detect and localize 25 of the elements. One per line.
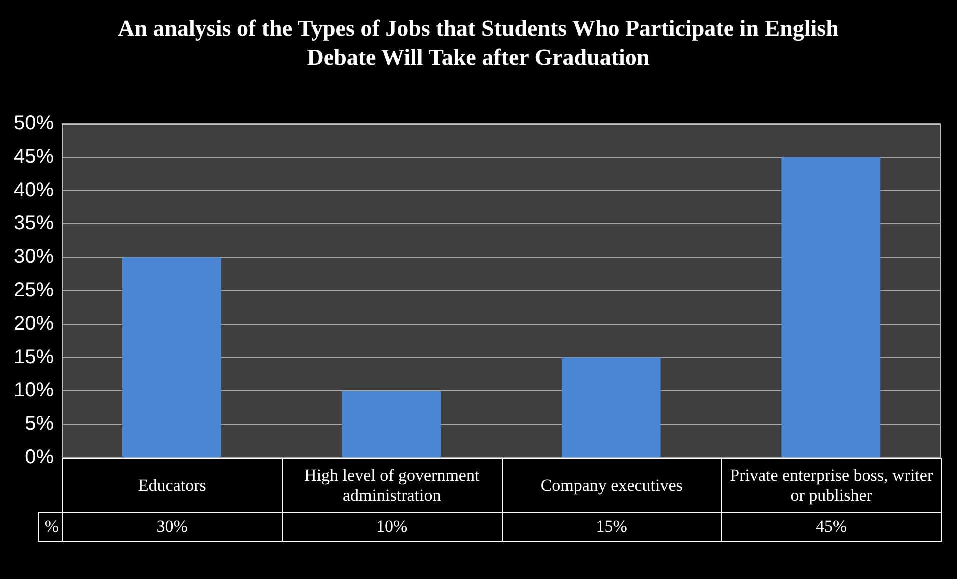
x-tick-label: High level of government administration [282,458,502,513]
y-tick-label: 20% [14,312,54,335]
y-tick-label: 10% [14,380,54,402]
chart-title: An analysis of the Types of Jobs that Students Who Participate in English Debate Will Take after Graduation [117,15,840,72]
bar [122,258,222,458]
y-tick-label: 30% [14,246,54,268]
y-tick-label: 5% [25,413,54,436]
data-label: 10% [282,512,502,542]
y-tick-label: 45% [14,146,54,168]
y-tick-label: 15% [14,346,54,368]
text: % [44,517,60,537]
x-tick-label: Private enterprise boss, writer or publisher [721,458,942,513]
y-tick-label: 40% [14,179,54,202]
x-tick-label: Educators [62,458,283,513]
data-label: 15% [502,512,722,542]
data-label: 30% [62,512,283,542]
bar [782,157,881,458]
bar [562,358,661,458]
data-label: 45% [721,512,942,542]
bar [342,391,442,458]
y-tick-label: 0% [25,446,54,469]
y-tick-label: 35% [14,212,54,235]
y-tick-label: 25% [14,280,54,302]
x-tick-label: Company executives [502,458,722,513]
y-tick-label: 50% [14,112,54,135]
